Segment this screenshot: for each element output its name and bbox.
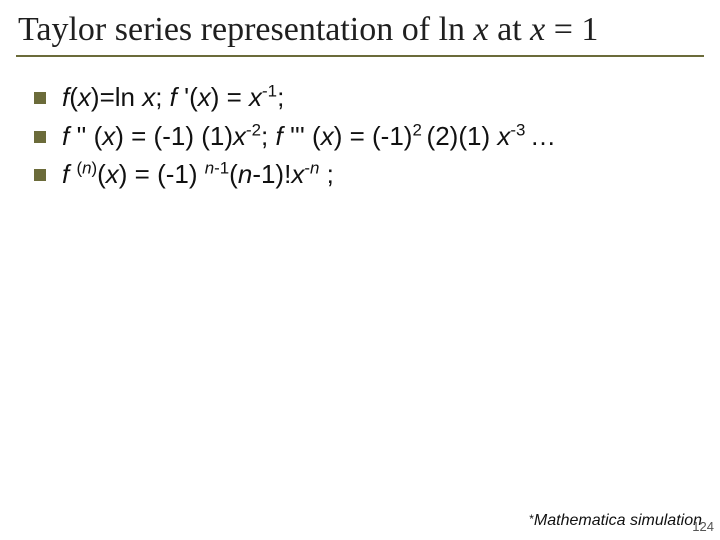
footnote-text: Mathematica simulation xyxy=(534,512,702,529)
bullet-text: f '' (x) = (-1) (1)x-2; f ''' (x) = (-1)… xyxy=(62,120,704,153)
title-text-prefix: Taylor series representation of ln xyxy=(18,11,474,48)
slide: Taylor series representation of ln x at … xyxy=(0,0,720,540)
bullet-item: f (n)(x) = (-1) n-1(n-1)!x-n ; xyxy=(34,158,704,191)
bullet-item: f '' (x) = (-1) (1)x-2; f ''' (x) = (-1)… xyxy=(34,120,704,153)
title-var-x1: x xyxy=(474,11,489,48)
bullet-square-icon xyxy=(34,92,46,104)
title-text-mid: at xyxy=(489,11,531,48)
bullet-text: f (n)(x) = (-1) n-1(n-1)!x-n ; xyxy=(62,158,704,191)
bullet-square-icon xyxy=(34,131,46,143)
bullet-square-icon xyxy=(34,169,46,181)
bullet-text: f(x)=ln x; f '(x) = x-1; xyxy=(62,81,704,114)
bullet-item: f(x)=ln x; f '(x) = x-1; xyxy=(34,81,704,114)
page-number: 124 xyxy=(692,519,714,534)
bullet-list: f(x)=ln x; f '(x) = x-1; f '' (x) = (-1)… xyxy=(16,69,704,191)
slide-title: Taylor series representation of ln x at … xyxy=(16,8,704,57)
title-var-x2: x xyxy=(530,11,545,48)
footer-note: *Mathematica simulation xyxy=(529,512,702,530)
title-text-suffix: = 1 xyxy=(545,11,598,48)
